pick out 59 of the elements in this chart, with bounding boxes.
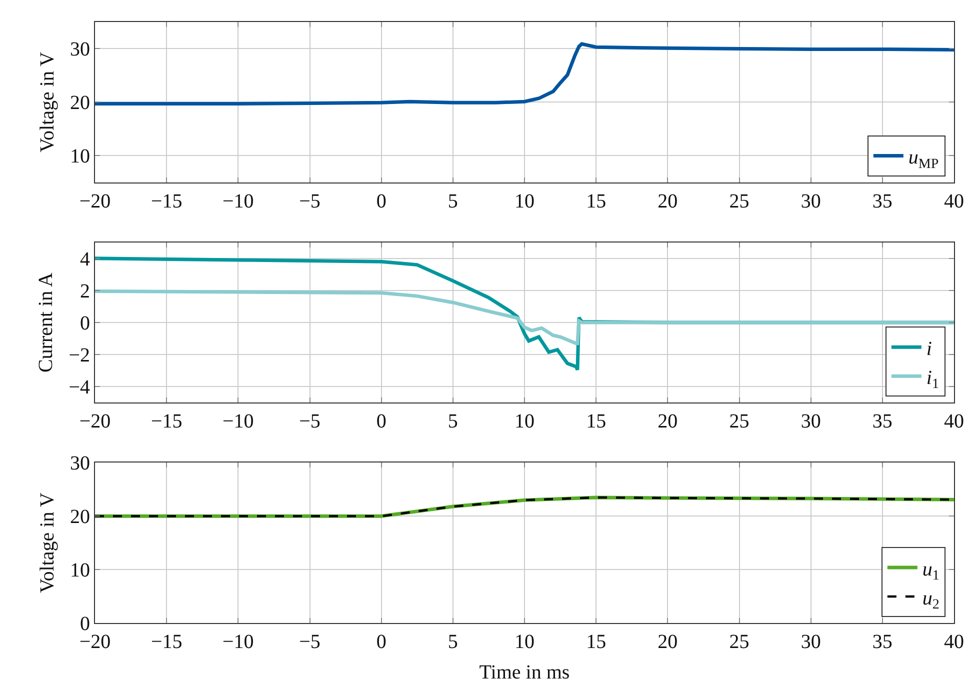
- x-tick-label: 5: [448, 410, 458, 433]
- x-tick-label: 40: [944, 631, 964, 653]
- x-tick-label: 40: [944, 190, 964, 212]
- legend-label: i: [926, 338, 932, 360]
- legend-label: i$_{1}$: [926, 366, 939, 392]
- x-tick-label: 20: [658, 410, 678, 433]
- x-tick-label: 0: [376, 410, 386, 433]
- x-tick-label: 30: [800, 410, 821, 433]
- x-tick-label: 35: [872, 631, 892, 653]
- x-tick-label: −20: [79, 190, 111, 212]
- y-tick-label: 0: [80, 312, 90, 334]
- y-tick-label: −2: [68, 344, 90, 367]
- x-tick-label: 25: [729, 190, 750, 212]
- x-tick-label: 35: [872, 410, 892, 433]
- x-tick-label: −10: [222, 190, 254, 212]
- y-axis-title: Voltage in V: [36, 492, 58, 594]
- x-tick-label: −5: [299, 190, 320, 212]
- x-tick-label: 5: [448, 631, 458, 653]
- x-tick-label: 35: [872, 190, 892, 212]
- x-tick-label: 30: [800, 190, 821, 212]
- x-tick-label: 40: [944, 410, 964, 433]
- line-series: [95, 42, 954, 106]
- x-tick-label: 5: [448, 190, 458, 212]
- y-axis-title: Current in A: [35, 272, 58, 372]
- x-tick-label: −5: [299, 631, 320, 653]
- x-tick-label: 15: [586, 190, 606, 212]
- x-tick-label: −20: [79, 410, 111, 433]
- y-axis-title: Voltage in V: [36, 51, 58, 152]
- y-tick-label: −4: [68, 376, 90, 399]
- legend-label: u$_{1}$: [922, 558, 940, 584]
- x-tick-label: 10: [514, 190, 534, 212]
- x-tick-label: 20: [658, 190, 678, 212]
- x-tick-label: 10: [514, 631, 534, 653]
- y-tick-label: 30: [70, 452, 90, 475]
- y-tick-label: 30: [70, 38, 90, 61]
- x-tick-label: −10: [222, 631, 254, 653]
- x-tick-label: 15: [586, 410, 606, 433]
- legend-label: u$_{MP}$: [908, 146, 939, 172]
- x-tick-label: 15: [586, 631, 606, 653]
- y-tick-label: 2: [80, 280, 90, 302]
- x-tick-label: 0: [376, 190, 386, 212]
- x-tick-label: −10: [222, 410, 254, 433]
- x-tick-label: −15: [150, 410, 182, 433]
- x-tick-label: 25: [729, 410, 750, 433]
- x-tick-label: 30: [800, 631, 821, 653]
- legend-label: u$_{2}$: [922, 587, 940, 612]
- x-tick-label: 25: [729, 631, 750, 653]
- x-axis-title: Time in ms: [479, 662, 570, 684]
- y-tick-label: 20: [70, 506, 90, 528]
- y-tick-label: 10: [70, 560, 90, 582]
- x-tick-label: −5: [299, 410, 320, 433]
- y-tick-label: 4: [80, 248, 90, 270]
- x-tick-label: 10: [514, 410, 534, 433]
- y-tick-label: 10: [70, 146, 90, 168]
- y-tick-label: 20: [70, 92, 90, 114]
- x-tick-label: −15: [150, 631, 182, 653]
- x-tick-label: 0: [376, 631, 386, 653]
- x-tick-label: −15: [150, 190, 182, 212]
- x-tick-label: 20: [658, 631, 678, 653]
